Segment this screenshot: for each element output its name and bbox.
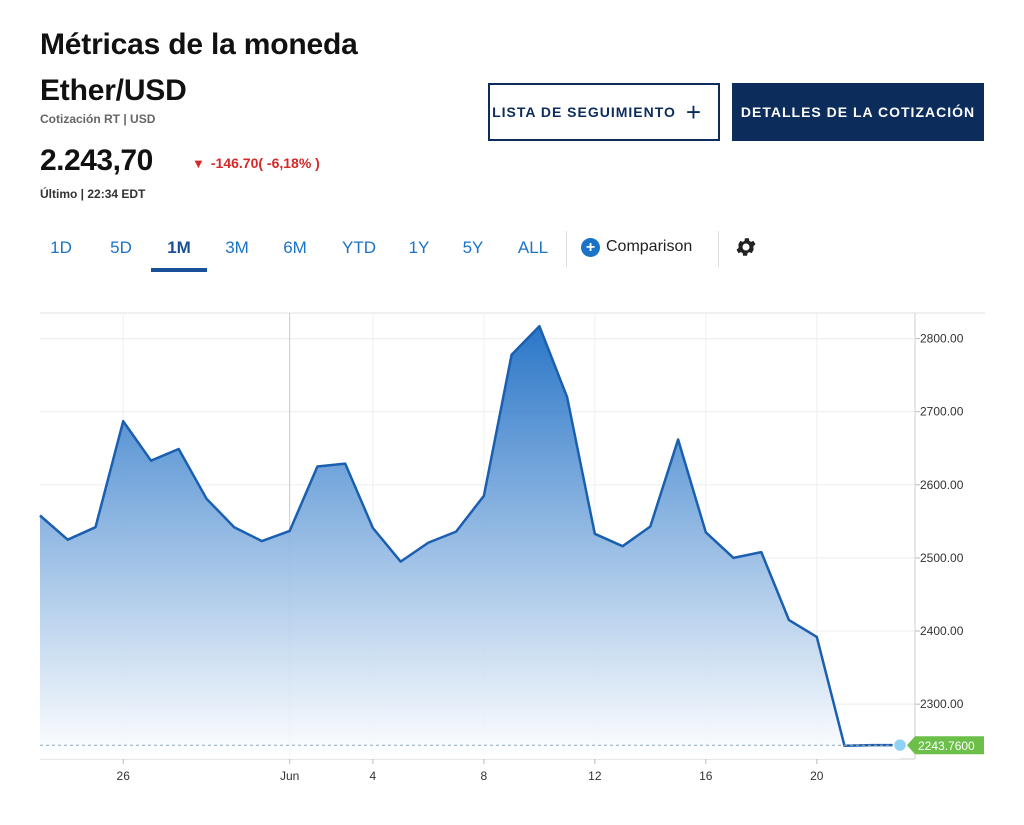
tab-1y[interactable]: 1Y — [408, 238, 430, 257]
x-tick-label: 26 — [117, 769, 131, 783]
plus-icon: + — [685, 97, 702, 127]
price-line — [39, 324, 900, 748]
y-tick-label: 2800.00 — [920, 332, 964, 346]
page-title: Métricas de la moneda Ether/USD — [40, 22, 358, 114]
x-tick-label: 20 — [810, 769, 824, 783]
last-value-label: 2243.7600 — [918, 739, 975, 753]
x-tick-label: Jun — [280, 769, 299, 783]
tab-ytd[interactable]: YTD — [342, 238, 376, 257]
title-line-2: Ether/USD — [40, 74, 187, 107]
x-tick-label: 8 — [481, 769, 488, 783]
y-tick-label: 2600.00 — [920, 478, 964, 492]
last-update: Último | 22:34 EDT — [40, 187, 146, 201]
price-chart: 2300.00 2400.00 2500.00 2600.00 2700.00 2800.… — [39, 312, 985, 783]
watchlist-button[interactable]: LISTA DE SEGUIMIENTO + — [488, 83, 720, 141]
price-area — [40, 326, 900, 759]
gear-icon[interactable] — [734, 235, 758, 259]
plus-circle-icon: + — [581, 237, 600, 257]
down-triangle-icon: ▼ — [192, 156, 205, 171]
last-value-dot — [892, 737, 908, 753]
title-line-1: Métricas de la moneda — [40, 28, 358, 61]
y-tick-label: 2300.00 — [920, 697, 964, 711]
tools-divider — [718, 231, 719, 267]
tab-3m[interactable]: 3M — [225, 238, 249, 257]
quote-details-button-label: DETALLES DE LA COTIZACIÓN — [740, 103, 976, 120]
tab-5d[interactable]: 5D — [110, 238, 132, 257]
y-tick-label: 2700.00 — [920, 405, 964, 419]
tab-1m[interactable]: 1M — [151, 228, 207, 272]
last-value-tag — [907, 736, 984, 755]
chart-labels: 2300.00 2400.00 2500.00 2600.00 2700.00 2800.… — [117, 332, 976, 783]
x-tick-label: 16 — [699, 769, 713, 783]
y-tick-label: 2400.00 — [920, 624, 964, 638]
tab-5y[interactable]: 5Y — [462, 238, 484, 257]
watchlist-button-label: LISTA DE SEGUIMIENTO — [492, 103, 676, 120]
tabs-divider — [566, 231, 567, 267]
last-price: 2.243,70 — [40, 144, 153, 177]
x-tick-label: 12 — [588, 769, 602, 783]
quote-details-button[interactable]: DETALLES DE LA COTIZACIÓN — [732, 83, 984, 141]
price-change: ▼ -146.70( -6,18% ) — [192, 155, 320, 171]
comparison-button[interactable]: + Comparison — [581, 236, 692, 258]
y-tick-label: 2500.00 — [920, 551, 964, 565]
tab-6m[interactable]: 6M — [283, 238, 307, 257]
tab-1d[interactable]: 1D — [50, 238, 72, 257]
comparison-label: Comparison — [606, 238, 693, 255]
chart-marks — [39, 324, 984, 759]
tab-all[interactable]: ALL — [517, 238, 549, 257]
x-tick-label: 4 — [370, 769, 377, 783]
price-change-value: -146.70( -6,18% ) — [210, 155, 320, 171]
quote-source: Cotización RT | USD — [40, 112, 156, 126]
